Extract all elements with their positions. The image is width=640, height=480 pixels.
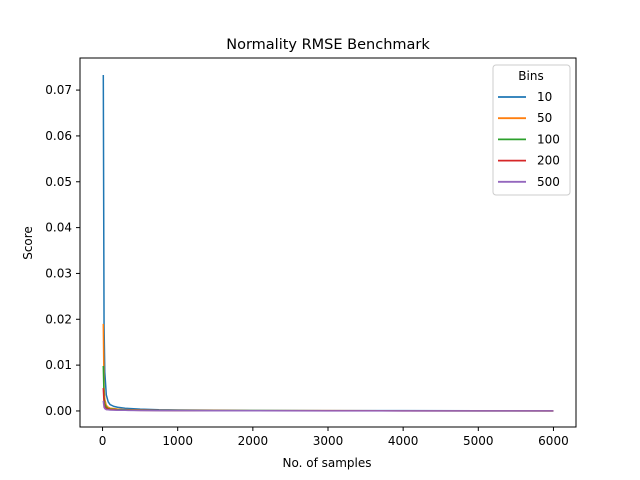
legend-label-500: 500 (537, 175, 560, 189)
x-tick-label: 5000 (463, 434, 494, 448)
y-tick-label: 0.02 (45, 312, 72, 326)
series-line-500 (102, 400, 554, 412)
legend: Bins 10 50 100 200 500 (492, 64, 571, 196)
legend-entries: 10 50 100 200 500 (498, 90, 560, 189)
y-tick-label: 0.05 (45, 175, 72, 189)
x-tick-label: 3000 (313, 434, 344, 448)
chart-title: Normality RMSE Benchmark (226, 37, 430, 53)
x-axis-ticks: 0 1000 2000 3000 4000 5000 6000 (99, 427, 569, 448)
y-tick-label: 0.00 (45, 404, 72, 418)
y-tick-label: 0.07 (45, 83, 72, 97)
legend-label-200: 200 (537, 154, 560, 168)
x-tick-label: 4000 (388, 434, 419, 448)
x-tick-label: 0 (99, 434, 107, 448)
y-axis-label: Score (21, 226, 35, 260)
y-axis-ticks: 0.00 0.01 0.02 0.03 0.04 0.05 0.06 0.07 (45, 83, 80, 418)
plot-area: 0 1000 2000 3000 4000 5000 6000 0.000.010.020.… (45, 57, 577, 448)
y-tick-label: 0.01 (45, 358, 72, 372)
legend-label-10: 10 (537, 90, 552, 104)
legend-label-100: 100 (537, 132, 560, 146)
y-tick-label: 0.03 (45, 266, 72, 280)
x-tick-label: 6000 (538, 434, 569, 448)
legend-title: Bins (518, 69, 543, 83)
x-tick-label: 1000 (162, 434, 193, 448)
legend-label-50: 50 (537, 111, 552, 125)
y-tick-label: 0.06 (45, 129, 72, 143)
y-tick-label: 0.04 (45, 221, 72, 235)
x-axis-label: No. of samples (283, 456, 372, 470)
series-group (102, 74, 554, 412)
x-tick-label: 2000 (238, 434, 269, 448)
